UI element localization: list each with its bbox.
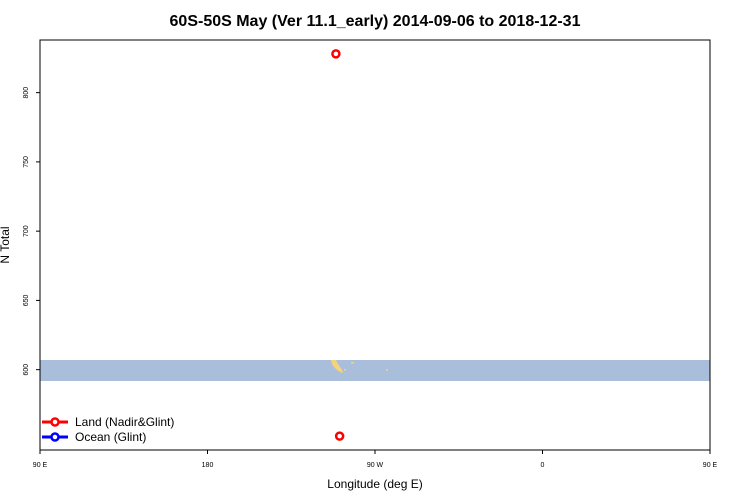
y-axis: 600 650 700 750 800: [23, 87, 40, 376]
x-tick-label: 0: [541, 462, 545, 469]
legend: Land (Nadir&Glint) Ocean (Glint): [42, 415, 174, 444]
y-tick-label: 750: [23, 156, 30, 168]
legend-label-ocean: Ocean (Glint): [75, 430, 146, 444]
data-points: [331, 49, 345, 441]
x-axis-label: Longitude (deg E): [327, 477, 422, 491]
plot-frame: [39, 39, 711, 451]
y-axis-label: N Total: [0, 226, 12, 263]
y-tick-label: 700: [23, 225, 30, 237]
island-3: [344, 369, 346, 371]
x-tick-label: 90 W: [367, 462, 384, 469]
x-tick-label: 90 E: [703, 462, 718, 469]
y-tick-label: 800: [23, 87, 30, 99]
data-point: [334, 431, 345, 441]
y-tick-label: 650: [23, 294, 30, 306]
data-point: [331, 49, 341, 59]
legend-label-land: Land (Nadir&Glint): [75, 415, 174, 429]
x-tick-label: 90 E: [33, 462, 48, 469]
island-1: [351, 362, 354, 364]
legend-marker-land: [50, 417, 60, 427]
land-features: [331, 360, 388, 373]
ocean-band: [40, 360, 710, 381]
plot-area: [39, 39, 711, 451]
island-2: [386, 369, 388, 371]
x-axis: 90 E 180 90 W 0 90 E: [33, 450, 718, 469]
south-america-tip: [331, 360, 343, 373]
chart-title: 60S-50S May (Ver 11.1_early) 2014-09-06 …: [170, 13, 581, 30]
y-tick-label: 600: [23, 364, 30, 376]
x-tick-label: 180: [202, 462, 214, 469]
legend-marker-ocean: [50, 432, 60, 442]
